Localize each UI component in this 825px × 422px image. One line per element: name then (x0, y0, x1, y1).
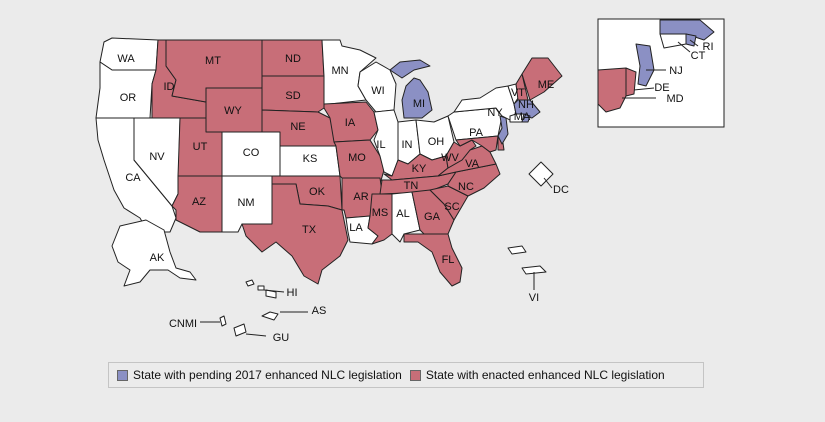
legend-swatch-enacted (409, 369, 421, 381)
label-wa: WA (117, 53, 135, 65)
label-va: VA (465, 158, 480, 170)
label-nc: NC (458, 181, 474, 193)
inset-state-md[interactable] (597, 67, 627, 113)
label-me: ME (538, 79, 555, 91)
label-id: ID (164, 81, 175, 93)
inset-label-ri: RI (703, 41, 714, 53)
label-nh: NH (518, 99, 534, 111)
us-map: WA OR CA NV ID MT WY UT AZ CO NM ND SD N… (95, 18, 725, 344)
state-ak[interactable] (111, 219, 197, 287)
label-ga: GA (424, 211, 441, 223)
label-wy: WY (224, 105, 242, 117)
label-ar: AR (353, 191, 368, 203)
label-wv: WV (441, 152, 459, 164)
state-labels: WA OR CA NV ID MT WY UT AZ CO NM ND SD N… (117, 41, 713, 344)
label-wi: WI (371, 85, 384, 97)
label-nv: NV (149, 151, 165, 163)
label-ut: UT (193, 141, 208, 153)
state-il[interactable] (373, 109, 399, 177)
label-mo: MO (348, 152, 366, 164)
legend-item-enacted: State with enacted enhanced NLC legislat… (409, 368, 665, 382)
label-az: AZ (192, 196, 206, 208)
label-ca: CA (125, 172, 141, 184)
label-ak: AK (150, 252, 165, 264)
label-sc: SC (444, 201, 459, 213)
inset-state-de[interactable] (625, 67, 637, 97)
label-il: IL (376, 139, 385, 151)
inset-state-nj[interactable] (635, 43, 655, 87)
legend: State with pending 2017 enhanced NLC leg… (108, 362, 704, 388)
legend-label-pending: State with pending 2017 enhanced NLC leg… (133, 368, 402, 382)
label-pa: PA (469, 127, 484, 139)
label-ia: IA (345, 117, 356, 129)
label-hi: HI (287, 287, 298, 299)
label-la: LA (349, 222, 363, 234)
label-mt: MT (205, 55, 221, 67)
state-ri[interactable] (521, 113, 531, 123)
state-wv[interactable] (445, 139, 477, 169)
label-mi: MI (413, 98, 425, 110)
state-fl[interactable] (403, 233, 463, 287)
label-nd: ND (285, 53, 301, 65)
label-tn: TN (404, 180, 419, 192)
label-in: IN (402, 139, 413, 151)
state-gu[interactable] (233, 323, 247, 337)
label-fl: FL (442, 254, 455, 266)
label-co: CO (243, 147, 260, 159)
inset-label-md: MD (666, 93, 683, 105)
label-as: AS (312, 305, 327, 317)
label-or: OR (120, 92, 137, 104)
label-vt: VT (511, 87, 525, 99)
label-gu: GU (273, 332, 290, 344)
state-dc[interactable] (528, 161, 554, 187)
label-oh: OH (428, 136, 445, 148)
legend-label-enacted: State with enacted enhanced NLC legislat… (425, 368, 665, 382)
state-sc[interactable] (429, 185, 469, 221)
inset-state-ri[interactable] (685, 33, 697, 47)
leader-lines (200, 39, 699, 337)
state-or[interactable] (95, 61, 157, 119)
legend-item-pending: State with pending 2017 enhanced NLC leg… (117, 368, 402, 382)
label-al: AL (396, 208, 409, 220)
state-vi[interactable] (507, 245, 547, 275)
label-dc: DC (553, 184, 569, 196)
label-mn: MN (331, 65, 348, 77)
label-nm: NM (237, 197, 254, 209)
label-ny: NY (487, 107, 503, 119)
inset-label-de: DE (654, 82, 669, 94)
state-cnmi[interactable] (219, 315, 227, 327)
inset-state-ct[interactable] (659, 33, 687, 49)
label-vi: VI (529, 292, 539, 304)
label-ms: MS (372, 207, 389, 219)
label-cnmi: CNMI (169, 318, 197, 330)
label-ma: MA (514, 111, 531, 123)
label-ne: NE (290, 121, 305, 133)
label-ky: KY (412, 163, 427, 175)
label-ks: KS (303, 153, 318, 165)
label-ok: OK (309, 186, 326, 198)
state-mi[interactable] (389, 59, 433, 119)
legend-swatch-pending (117, 369, 128, 381)
label-sd: SD (285, 90, 300, 102)
state-sd[interactable] (261, 75, 325, 113)
inset-label-ct: CT (691, 50, 706, 62)
state-as[interactable] (261, 311, 279, 321)
label-tx: TX (302, 224, 317, 236)
inset-label-nj: NJ (669, 65, 682, 77)
state-hi[interactable] (245, 279, 277, 299)
state-tx[interactable] (241, 183, 349, 285)
